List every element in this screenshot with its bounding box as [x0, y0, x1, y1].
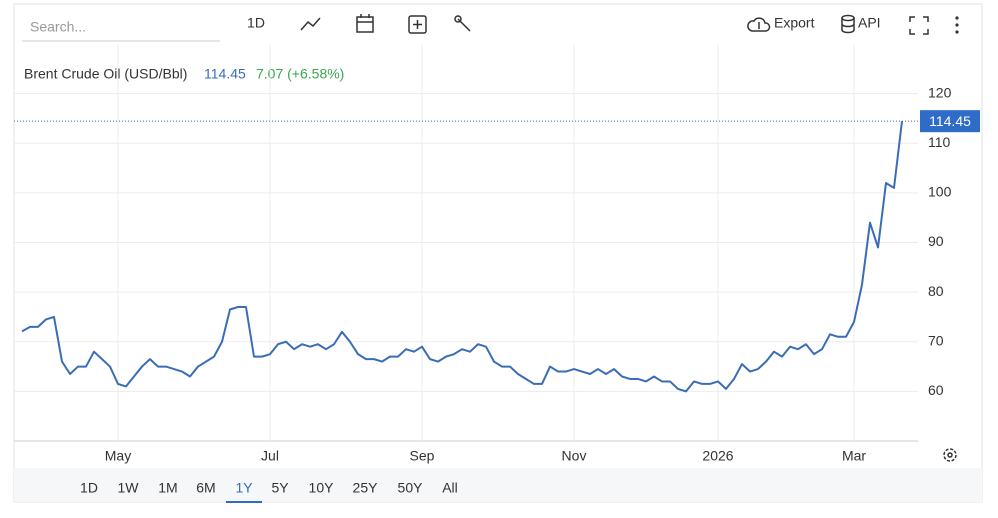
- range-button[interactable]: 25Y: [353, 480, 379, 496]
- fullscreen-icon[interactable]: [909, 16, 929, 35]
- frame: [13, 3, 983, 503]
- y-tick-label: 100: [928, 184, 952, 200]
- range-button[interactable]: All: [442, 480, 458, 496]
- range-button[interactable]: 1W: [118, 480, 140, 496]
- api-button[interactable]: API: [858, 15, 881, 31]
- x-tick-label: May: [105, 448, 131, 464]
- range-button[interactable]: 6M: [196, 480, 215, 496]
- price-badge-label: 114.45: [929, 113, 971, 129]
- price-line: [21, 121, 903, 393]
- range-button[interactable]: 50Y: [398, 480, 424, 496]
- add-icon[interactable]: [408, 15, 427, 34]
- x-tick-label: Mar: [842, 448, 866, 464]
- range-button[interactable]: 1D: [80, 480, 98, 496]
- y-tick-label: 110: [928, 134, 951, 150]
- x-tick-label: Sep: [410, 448, 435, 464]
- range-button[interactable]: 5Y: [271, 480, 289, 496]
- change: 7.07 (+6.58%): [256, 66, 344, 82]
- menu-icon[interactable]: [955, 16, 959, 34]
- export-icon[interactable]: [747, 17, 771, 32]
- export-button[interactable]: Export: [774, 15, 815, 31]
- x-tick-label: 2026: [702, 448, 733, 464]
- y-tick-label: 80: [928, 283, 944, 299]
- last-value: 114.45: [204, 66, 246, 82]
- x-tick-label: Nov: [562, 448, 587, 464]
- range-bar: [14, 468, 982, 502]
- y-tick-label: 120: [928, 84, 952, 100]
- calendar-icon[interactable]: [356, 14, 374, 33]
- api-icon[interactable]: [841, 14, 855, 34]
- range-button[interactable]: 1Y: [235, 480, 253, 496]
- settings-icon[interactable]: [943, 448, 957, 462]
- y-tick-label: 70: [928, 332, 944, 348]
- price-badge: [920, 110, 980, 133]
- chart-title: Brent Crude Oil (USD/Bbl): [24, 66, 187, 82]
- y-tick-label: 60: [928, 382, 944, 398]
- tools-icon[interactable]: [454, 15, 471, 32]
- range-button[interactable]: 10Y: [309, 480, 335, 496]
- y-tick-label: 90: [928, 233, 944, 249]
- interval-button[interactable]: 1D: [247, 15, 265, 31]
- line-type-icon[interactable]: [300, 17, 321, 31]
- search-box[interactable]: Search...: [30, 19, 86, 35]
- x-tick-label: Jul: [261, 448, 279, 464]
- range-button[interactable]: 1M: [158, 480, 177, 496]
